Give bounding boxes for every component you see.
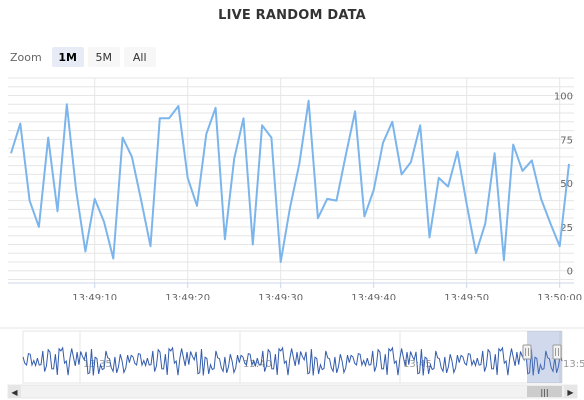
navigator-frame (22, 330, 563, 384)
x-tick-label: 13:49:20 (165, 293, 210, 300)
data-point[interactable] (103, 220, 105, 222)
data-point[interactable] (242, 117, 244, 119)
series-points (10, 100, 570, 264)
scrollbar-track[interactable] (7, 384, 578, 399)
data-point[interactable] (373, 189, 375, 191)
navigator-tick-label: 13:35 (83, 359, 112, 370)
data-point[interactable] (233, 157, 235, 159)
zoom-1m-button[interactable]: 1M (51, 47, 84, 67)
x-tick-label: 13:49:10 (72, 293, 117, 300)
data-point[interactable] (484, 222, 486, 224)
y-tick-label: 25 (560, 223, 573, 234)
data-point[interactable] (140, 199, 142, 201)
data-point[interactable] (335, 199, 337, 201)
data-point[interactable] (307, 100, 309, 102)
x-tick-label: 13:49:30 (258, 293, 303, 300)
grid-lines (8, 77, 574, 283)
data-point[interactable] (94, 198, 96, 200)
data-point[interactable] (214, 107, 216, 109)
data-point[interactable] (75, 189, 77, 191)
data-point[interactable] (10, 152, 12, 154)
data-point[interactable] (568, 163, 570, 165)
scroll-right-arrow-icon: ▶ (567, 388, 574, 397)
navigator-series-line (22, 346, 563, 376)
data-point[interactable] (131, 156, 133, 158)
data-point[interactable] (289, 206, 291, 208)
data-point[interactable] (112, 257, 114, 259)
zoom-5m-button[interactable]: 5M (87, 47, 120, 67)
data-point[interactable] (298, 163, 300, 165)
data-point[interactable] (66, 103, 68, 105)
data-point[interactable] (363, 215, 365, 217)
data-point[interactable] (493, 152, 495, 154)
data-point[interactable] (391, 121, 393, 123)
data-point[interactable] (428, 236, 430, 238)
zoom-label: Zoom (10, 50, 42, 64)
x-tick-label: 13:49:50 (444, 293, 489, 300)
data-point[interactable] (159, 117, 161, 119)
data-point[interactable] (38, 226, 40, 228)
data-point[interactable] (28, 199, 30, 201)
data-point[interactable] (149, 245, 151, 247)
data-point[interactable] (19, 122, 21, 124)
series-line[interactable] (10, 99, 570, 263)
x-tick-label: 13:50:00 (537, 293, 582, 300)
data-point[interactable] (47, 136, 49, 138)
data-point[interactable] (447, 185, 449, 187)
navigator-range-mask[interactable] (527, 331, 562, 383)
data-point[interactable] (56, 210, 58, 212)
y-tick-label: 0 (567, 267, 573, 278)
data-point[interactable] (345, 154, 347, 156)
navigator-left-handle[interactable] (522, 344, 532, 360)
navigator-right-handle[interactable] (552, 344, 562, 360)
data-point[interactable] (224, 238, 226, 240)
data-point[interactable] (187, 177, 189, 179)
zoom-all-button[interactable]: All (123, 47, 156, 67)
chart-title: LIVE RANDOM DATA (218, 8, 366, 23)
navigator-tick-label: 13:50 (563, 359, 584, 370)
data-point[interactable] (559, 245, 561, 247)
data-point[interactable] (400, 173, 402, 175)
scroll-left-arrow-icon: ◀ (11, 388, 18, 397)
data-point[interactable] (261, 124, 263, 126)
navigator-tick-label: 13:45 (403, 359, 432, 370)
x-tick-label: 13:49:40 (351, 293, 396, 300)
data-point[interactable] (475, 252, 477, 254)
data-point[interactable] (466, 203, 468, 205)
data-point[interactable] (326, 198, 328, 200)
data-point[interactable] (456, 150, 458, 152)
data-point[interactable] (438, 177, 440, 179)
scrollbar-right-button[interactable] (564, 385, 577, 398)
data-point[interactable] (252, 243, 254, 245)
data-point[interactable] (382, 142, 384, 144)
data-point[interactable] (270, 136, 272, 138)
y-tick-label: 100 (554, 92, 573, 103)
scrollbar-grip-icon: ||| (540, 388, 548, 397)
data-point[interactable] (196, 205, 198, 207)
scrollbar-thumb[interactable] (527, 386, 562, 397)
data-point[interactable] (410, 161, 412, 163)
data-point[interactable] (84, 250, 86, 252)
data-point[interactable] (503, 259, 505, 261)
data-point[interactable] (177, 105, 179, 107)
data-point[interactable] (540, 198, 542, 200)
navigator-tick-label: 13:40 (243, 359, 272, 370)
data-point[interactable] (512, 143, 514, 145)
data-point[interactable] (521, 170, 523, 172)
scrollbar-left-button[interactable] (8, 385, 21, 398)
y-tick-label: 75 (560, 135, 573, 146)
data-point[interactable] (280, 261, 282, 263)
data-point[interactable] (205, 133, 207, 135)
data-point[interactable] (317, 217, 319, 219)
data-point[interactable] (121, 136, 123, 138)
data-point[interactable] (354, 110, 356, 112)
data-point[interactable] (419, 124, 421, 126)
data-point[interactable] (531, 159, 533, 161)
zoom-range-selector: Zoom 1M 5M All (10, 46, 156, 68)
data-point[interactable] (549, 222, 551, 224)
data-point[interactable] (168, 117, 170, 119)
